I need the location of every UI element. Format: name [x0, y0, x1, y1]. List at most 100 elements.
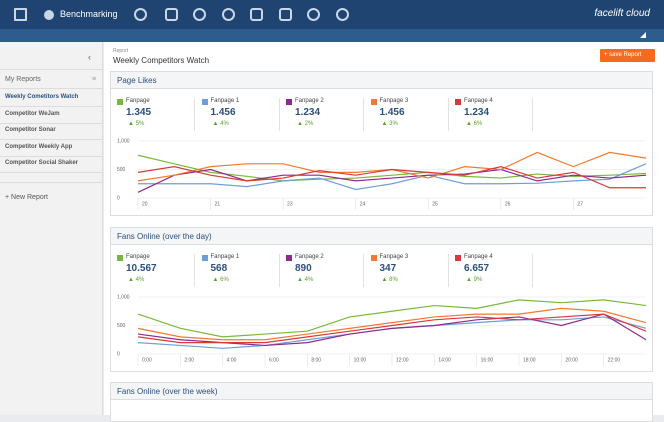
stat-change-value: 5%	[135, 121, 145, 127]
x-tick-label: 21	[215, 201, 221, 207]
section-title[interactable]: Benchmarking	[60, 9, 118, 19]
stat-change: ▲ 5%	[128, 121, 145, 127]
x-tick-label: 10:00	[354, 357, 367, 363]
stat: Fanpage 1 1.456 ▲ 4%	[201, 98, 280, 131]
stat-name: Fanpage 1	[210, 254, 240, 260]
stat-value: 1.456	[379, 107, 405, 118]
divider	[0, 69, 103, 70]
collapse-button[interactable]: ‹	[88, 52, 91, 62]
x-tick-label: 24	[360, 201, 366, 207]
stat-checkbox[interactable]	[455, 99, 461, 105]
section-icon	[44, 10, 54, 20]
stat-name: Fanpage 3	[379, 98, 409, 104]
series-line	[137, 307, 647, 341]
stat-change: ▲ 4%	[212, 121, 229, 127]
save-button[interactable]: + save Report	[600, 49, 655, 62]
new-report-label[interactable]: New Report	[11, 194, 49, 201]
sidebar-item[interactable]: Competitor WeJam	[5, 110, 60, 117]
stat: Fanpage 1 568 ▲ 6%	[201, 254, 280, 287]
x-tick-label: 27	[577, 201, 583, 207]
stat-name: Fanpage 4	[464, 98, 493, 104]
divider	[0, 155, 103, 157]
x-tick-label: 25	[432, 201, 438, 207]
series-line	[138, 163, 647, 191]
panel: Page Likes Fanpage 1.345 ▲ 5% Fanpage 1 1.456…	[110, 71, 653, 216]
sidebar-heading: My Reports	[5, 76, 41, 83]
x-tick-label: 23	[287, 201, 293, 207]
sidebar-item[interactable]: Competitor Social Shaker	[5, 160, 79, 166]
new-report[interactable]: + New Report	[5, 194, 49, 201]
y-tick-label: 500	[117, 323, 126, 329]
report-title: Weekly Competitors Watch	[113, 56, 210, 65]
nav-icon[interactable]	[279, 8, 292, 21]
divider	[0, 122, 103, 124]
nav-icon[interactable]	[336, 8, 349, 21]
divider	[0, 139, 103, 140]
top-bar: Benchmarking facelift cloud	[0, 0, 664, 29]
stat-value: 568	[210, 263, 228, 274]
apps-icon[interactable]	[14, 8, 27, 21]
stat-checkbox[interactable]	[117, 99, 123, 105]
nav-icon[interactable]	[307, 8, 320, 21]
save-label[interactable]: save Report	[609, 52, 642, 58]
stat-change-value: 4%	[304, 277, 314, 283]
stat-name: Fanpage 4	[464, 254, 493, 260]
stat-value: 6.657	[464, 263, 490, 274]
stat-value: 1.456	[210, 107, 236, 118]
divider	[0, 106, 103, 107]
nav-icon[interactable]	[134, 8, 147, 21]
stat-change: ▲ 8%	[381, 277, 398, 283]
stat-checkbox[interactable]	[455, 255, 461, 261]
stat-checkbox[interactable]	[286, 99, 292, 105]
y-tick-label: 0	[117, 195, 120, 201]
series-line	[137, 166, 646, 189]
stat: Fanpage 1.345 ▲ 5%	[117, 98, 195, 131]
x-tick-label: 14:00	[438, 357, 451, 363]
y-tick-label: 1,000	[117, 294, 130, 300]
stat-checkbox[interactable]	[201, 255, 208, 261]
stat-change: ▲ 6%	[212, 277, 229, 283]
sidebar-item[interactable]: Competitor Sonar	[5, 127, 56, 133]
series-line	[137, 168, 647, 193]
collapse-icon[interactable]	[640, 32, 646, 38]
nav-icon[interactable]	[193, 8, 206, 21]
sidebar-item[interactable]: Weekly Cometitors Watch	[5, 94, 79, 100]
stat-change-value: 2%	[304, 121, 314, 127]
panel-title: Fans Online (over the week)	[111, 383, 652, 400]
x-tick-label: 20	[142, 201, 148, 207]
sub-bar	[0, 29, 664, 42]
menu-icon[interactable]: ≡	[92, 76, 97, 83]
brand: facelift cloud	[594, 8, 650, 19]
stat: Fanpage 2 890 ▲ 4%	[286, 254, 364, 287]
nav-icon[interactable]	[165, 8, 178, 21]
stat-checkbox[interactable]	[117, 255, 123, 261]
stat: Fanpage 3 347 ▲ 8%	[370, 254, 449, 287]
panel-title: Page Likes	[111, 72, 652, 89]
stat-change-value: 4%	[135, 277, 145, 283]
x-tick-label: 22:00	[608, 357, 621, 363]
stat: Fanpage 10.567 ▲ 4%	[117, 254, 195, 287]
stat-change: ▲ 2%	[297, 121, 314, 127]
x-tick-label: 2:00	[184, 357, 194, 363]
stat-checkbox[interactable]	[370, 255, 377, 261]
x-tick-label: 20:00	[565, 357, 578, 363]
x-tick-label: 16:00	[481, 357, 494, 363]
stat-value: 1.234	[464, 107, 490, 118]
stat: Fanpage 4 1.234 ▲ 6%	[455, 98, 533, 131]
panel: Fans Online (over the day) Fanpage 10.567 ▲…	[110, 227, 653, 372]
x-tick-label: 12:00	[396, 357, 409, 363]
x-tick-label: 6:00	[269, 357, 279, 363]
stat: Fanpage 2 1.234 ▲ 2%	[286, 98, 364, 131]
sidebar-item[interactable]: Competitor Weekly App	[5, 143, 73, 150]
series-line	[137, 316, 647, 349]
nav-icon[interactable]	[250, 8, 263, 21]
x-tick-label: 8:00	[311, 357, 321, 363]
series-line	[137, 313, 647, 344]
stat-checkbox[interactable]	[370, 99, 377, 105]
stat-checkbox[interactable]	[286, 255, 292, 261]
nav-icon[interactable]	[222, 8, 235, 21]
stat-change-value: 6%	[473, 121, 483, 127]
stat-checkbox[interactable]	[201, 99, 208, 105]
y-tick-label: 500	[117, 167, 126, 173]
